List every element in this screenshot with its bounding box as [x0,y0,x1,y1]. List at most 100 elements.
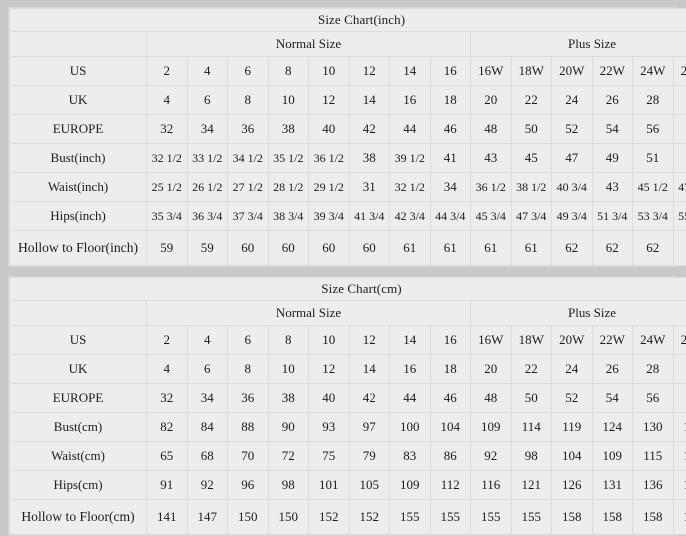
table-cell: 55 1/2 [673,202,686,231]
table-cell: 32 [147,115,188,144]
table-cell: 16 [390,355,431,384]
table-cell: 34 [187,115,228,144]
table-cell: 36 1/2 [309,144,350,173]
row-label: US [10,326,147,355]
table-cell: 36 [228,384,269,413]
table-cell: 39 3/4 [309,202,350,231]
table-cell: 27 1/2 [228,173,269,202]
table-row: UK4681012141618202224262830 [10,355,686,384]
table-cell: 14 [390,326,431,355]
table-cell: 38 [268,384,309,413]
table-cell: 54 [592,384,633,413]
table-cell: 20 [471,355,512,384]
table-cell: 109 [390,471,431,500]
table-cell: 141 [673,471,686,500]
table-cell: 16 [390,86,431,115]
table-row: EUROPE3234363840424446485052545658 [10,115,686,144]
group-header-plus-size: Plus Size [471,32,686,57]
table-cell: 31 [349,173,390,202]
table-cell: 61 [511,231,552,266]
row-label: Waist(inch) [10,173,147,202]
table-cell: 98 [268,471,309,500]
table-cell: 6 [228,326,269,355]
row-label: EUROPE [10,115,147,144]
table-cell: 45 1/2 [633,173,674,202]
table-cell: 2 [147,326,188,355]
table-cell: 124 [592,413,633,442]
table-cell: 26 [592,355,633,384]
table-cell: 109 [592,442,633,471]
table-cell: 22W [592,326,633,355]
table-cell: 155 [430,500,471,535]
table-cell: 92 [187,471,228,500]
table-cell: 44 3/4 [430,202,471,231]
table-cell: 83 [390,442,431,471]
table-cell: 61 [471,231,512,266]
table-cell: 92 [471,442,512,471]
table-cell: 46 [430,384,471,413]
table-cell: 6 [228,57,269,86]
table-cell: 18W [511,326,552,355]
table-cell: 6 [187,86,228,115]
table-cell: 8 [268,326,309,355]
table-cell: 131 [592,471,633,500]
table-cell: 60 [268,231,309,266]
table-cell: 32 1/2 [390,173,431,202]
table-cell: 50 [511,115,552,144]
table-cell: 29 1/2 [309,173,350,202]
table-cell: 43 [592,173,633,202]
table-cell: 60 [349,231,390,266]
table-cell: 53 [673,144,686,173]
row-label: Hips(cm) [10,471,147,500]
table-cell: 130 [633,413,674,442]
table-cell: 158 [592,500,633,535]
row-label: Hollow to Floor(inch) [10,231,147,266]
table-row: UK4681012141618202224262830 [10,86,686,115]
table-cell: 28 [633,86,674,115]
table-cell: 52 [552,384,593,413]
table-cell: 46 [430,115,471,144]
table-cell: 135 [673,413,686,442]
table-cell: 51 3/4 [592,202,633,231]
table-cell: 8 [228,86,269,115]
table-cell: 16 [430,326,471,355]
table-cell: 24 [552,355,593,384]
table-row: Waist(cm)6568707275798386929810410911512… [10,442,686,471]
table-cell: 38 [268,115,309,144]
table-cell: 8 [228,355,269,384]
table-cell: 65 [147,442,188,471]
table-cell: 155 [511,500,552,535]
row-label: Hips(inch) [10,202,147,231]
table-cell: 155 [390,500,431,535]
table-cell: 48 [471,384,512,413]
table-cell: 112 [430,471,471,500]
table-cell: 36 [228,115,269,144]
table-cell: 61 [390,231,431,266]
table-cell: 44 [390,384,431,413]
table-cell: 59 [187,231,228,266]
table-cell: 10 [309,57,350,86]
table-cell: 38 3/4 [268,202,309,231]
table-cell: 18 [430,355,471,384]
table-cell: 40 [309,384,350,413]
table-cell: 26W [673,57,686,86]
table-cell: 53 3/4 [633,202,674,231]
table-cell: 4 [187,326,228,355]
table-cell: 119 [552,413,593,442]
table-cell: 12 [309,86,350,115]
table-cell: 45 [511,144,552,173]
table-cell: 41 [430,144,471,173]
table-cell: 24 [552,86,593,115]
table-cell: 136 [633,471,674,500]
table-cell: 45 3/4 [471,202,512,231]
chart-title: Size Chart(inch) [10,9,686,32]
table-cell: 158 [673,500,686,535]
table-cell: 60 [309,231,350,266]
table-cell: 72 [268,442,309,471]
